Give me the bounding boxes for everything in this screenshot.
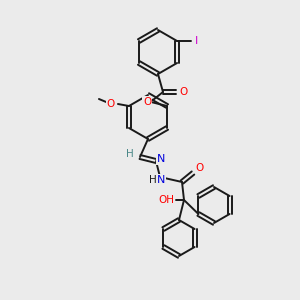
Text: O: O <box>107 99 115 109</box>
Text: OH: OH <box>158 195 174 205</box>
Text: H: H <box>126 149 134 159</box>
Text: H: H <box>149 175 157 185</box>
Text: O: O <box>196 163 204 173</box>
Text: O: O <box>180 87 188 97</box>
Text: I: I <box>194 36 198 46</box>
Text: O: O <box>143 97 151 107</box>
Text: N: N <box>157 154 165 164</box>
Text: N: N <box>157 175 165 185</box>
